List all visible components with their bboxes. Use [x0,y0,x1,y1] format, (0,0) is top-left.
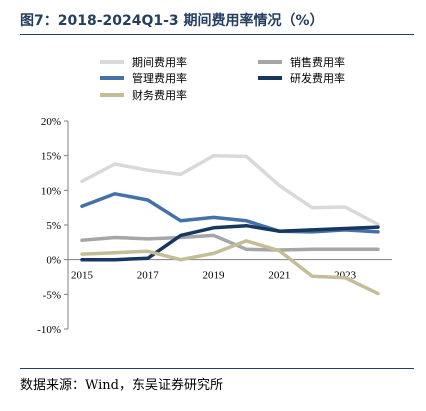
y-tick-label: 10% [41,185,61,197]
series-line-2 [80,233,380,252]
bottom-rule [20,368,414,369]
source-note: 数据来源：Wind，东吴证券研究所 [20,378,223,393]
x-tick-label: 2019 [203,270,226,282]
y-tick-label: -5% [43,289,61,301]
title-rule [20,34,414,35]
legend-label: 管理费用率 [132,71,187,85]
figure-title: 图7：2018-2024Q1-3 期间费用率情况（%） [20,13,324,29]
legend-label: 销售费用率 [290,55,345,69]
legend-label: 财务费用率 [132,88,187,102]
y-tick-label: 20% [41,116,61,128]
legend-label: 研发费用率 [290,71,345,85]
x-tick-label: 2015 [71,270,94,282]
y-tick-label: 5% [46,220,61,232]
chart-lines [80,153,380,296]
series-line-1 [80,153,380,227]
x-tick-label: 2017 [137,270,160,282]
y-tick-label: -10% [37,324,61,336]
y-tick-label: 0% [46,255,61,267]
series-line-5 [80,239,380,296]
y-tick-label: 15% [41,151,61,163]
x-tick-label: 2021 [268,270,290,282]
series-line-4 [80,223,380,262]
legend-label: 期间费用率 [132,55,187,69]
